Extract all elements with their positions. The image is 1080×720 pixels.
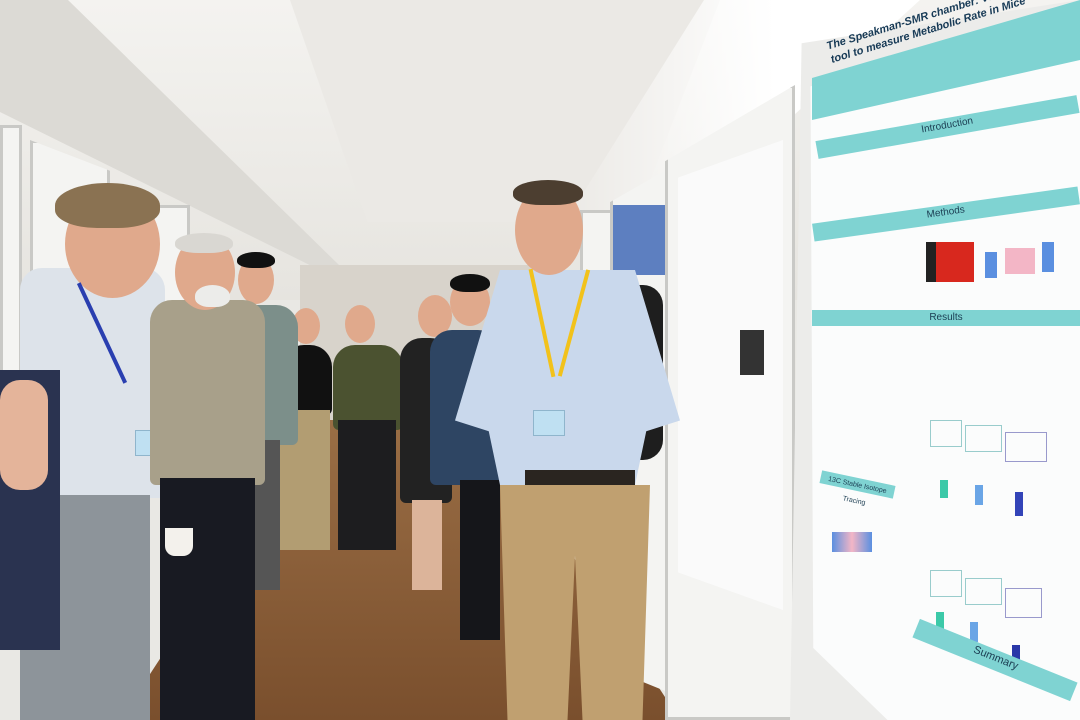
results-chart [1005, 432, 1047, 462]
results-chart [965, 425, 1002, 452]
poster-section-results: Results [812, 310, 1080, 326]
results-chart [930, 420, 962, 447]
belt [525, 470, 635, 488]
methods-diagram-part [1005, 248, 1035, 274]
poster-middle [678, 140, 783, 610]
poster-middle-figure [740, 330, 764, 375]
chamber-image [926, 242, 974, 282]
poster-blue-header [613, 205, 668, 275]
isotope-diagram [832, 532, 872, 552]
results-bar [940, 480, 948, 498]
results-chart [1005, 588, 1042, 618]
results-chart [965, 578, 1002, 605]
results-chart [930, 570, 962, 597]
results-bar [975, 485, 983, 505]
results-bar [970, 622, 978, 642]
results-bar [936, 612, 944, 630]
methods-diagram-part [985, 252, 997, 278]
methods-diagram-part [1042, 242, 1054, 272]
attendee-arm-left [0, 380, 48, 490]
results-bar [1015, 492, 1023, 516]
paper-cup [165, 528, 193, 556]
